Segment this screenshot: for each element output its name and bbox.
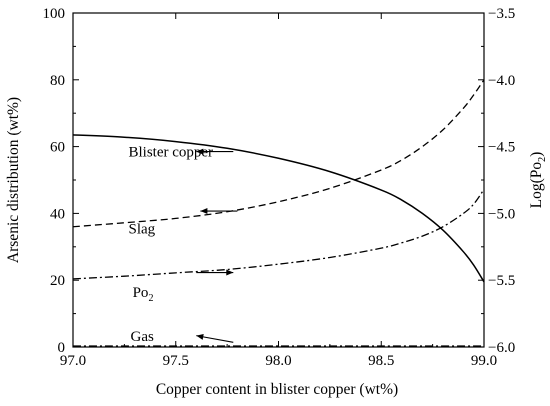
y2-axis-title-suffix: ) — [528, 152, 545, 157]
annotation-po2-text: Po — [133, 285, 149, 301]
y2-axis-title: Log(Po2) — [528, 152, 548, 209]
annotation-po2-sub: 2 — [148, 293, 153, 304]
annotation-blister: Blister copper — [128, 145, 213, 161]
y2-tick-label: −5.0 — [488, 206, 515, 222]
annotation-gas-text: Gas — [131, 329, 154, 345]
y-axis-title: Arsenic distribution (wt%) — [5, 97, 22, 263]
y-tick-label: 20 — [50, 273, 65, 289]
tick-layer: 97.0 97.5 98.0 98.5 99.0 0 20 40 60 80 100 −6.0 −5.5… — [43, 6, 516, 369]
y-tick-label: 0 — [58, 340, 66, 356]
y2-tick-label: −4.5 — [488, 140, 515, 156]
series-line-slag — [72, 79, 485, 228]
annotation-slag-text: Slag — [128, 221, 155, 237]
annotation-gas: Gas — [131, 329, 154, 345]
y2-tick-label: −5.5 — [488, 273, 515, 289]
annotation-arrowhead-po2 — [226, 269, 234, 276]
annotation-arrowhead-slag — [200, 208, 208, 215]
annotation-layer: Blister copper Slag Po2 Gas — [128, 145, 238, 345]
y2-tick-label: −4.0 — [488, 73, 515, 89]
series-line-blister-copper — [72, 134, 485, 283]
annotation-blister-text: Blister copper — [128, 145, 213, 161]
y2-axis-title-sub: 2 — [537, 157, 548, 162]
x-tick-label: 98.0 — [265, 353, 291, 369]
y-tick-label: 40 — [50, 206, 65, 222]
annotation-arrowhead-blister — [196, 148, 204, 155]
y2-tick-label: −3.5 — [488, 6, 515, 22]
x-tick-label: 97.5 — [163, 353, 189, 369]
y-tick-label: 60 — [50, 140, 65, 156]
x-tick-label: 98.5 — [368, 353, 394, 369]
annotation-slag: Slag — [128, 221, 155, 237]
y-tick-label: 100 — [43, 6, 66, 22]
x-tick-label: 99.0 — [471, 353, 497, 369]
y2-tick-label: −6.0 — [488, 340, 515, 356]
annotation-po2: Po2 — [133, 285, 154, 304]
annotation-arrowhead-gas — [196, 333, 204, 340]
series-layer — [72, 79, 485, 348]
x-tick-label: 97.0 — [60, 353, 86, 369]
y-tick-label: 80 — [50, 73, 65, 89]
series-line-po2 — [72, 188, 485, 280]
x-axis-title: Copper content in blister copper (wt%) — [156, 381, 398, 398]
y2-axis-title-prefix: Log(Po — [528, 162, 545, 209]
